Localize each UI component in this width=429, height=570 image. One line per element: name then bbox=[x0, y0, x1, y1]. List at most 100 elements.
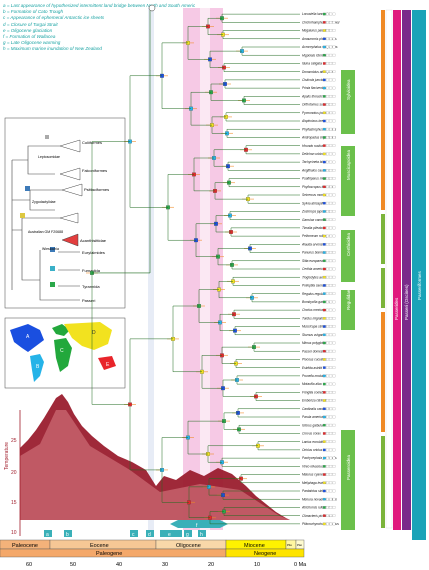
taxon-label: Fringilla coelebs bbox=[302, 390, 325, 394]
inset-node-label: Australian GM F20688 bbox=[28, 230, 63, 234]
taxon-label: Pellorneum ruficeps bbox=[302, 234, 331, 238]
geologic-time-scale: Paleocene Eocene Oligocene Miocene Plio … bbox=[0, 539, 307, 568]
event-marker: g bbox=[186, 532, 189, 538]
time-tick: 10 bbox=[254, 562, 260, 568]
taxon-label: Phyllastrephus terrestris bbox=[302, 127, 337, 131]
event-legend: a = Last appearance of hypothesized inte… bbox=[3, 3, 195, 83]
legend-item: c = Appearance of ephemeral Antarctic ic… bbox=[3, 15, 105, 21]
period-label: Paleogene bbox=[96, 551, 122, 557]
epoch-label: Paleocene bbox=[12, 543, 38, 549]
taxon-label: Pardalotus striatus bbox=[302, 489, 329, 493]
event-marker: b bbox=[66, 532, 69, 538]
group-label: Sylvioidea bbox=[346, 79, 351, 100]
taxon-label: Delichon urbicum bbox=[302, 152, 327, 156]
group-label: Certhioidea bbox=[346, 232, 351, 256]
inset-clade-label: Furnariida bbox=[82, 268, 101, 273]
legend-item: a = Last appearance of hypothesized inte… bbox=[3, 3, 195, 8]
taxon-label: Tachycineta bicolor bbox=[302, 160, 330, 164]
epoch-label: Eocene bbox=[90, 543, 109, 549]
event-marker: a bbox=[46, 532, 49, 538]
taxon-label: Psaltriparus minimus bbox=[302, 177, 332, 181]
taxon-label: Cardinalis cardinalis bbox=[302, 407, 331, 411]
map-label: C bbox=[60, 348, 64, 354]
taxon-label: Alophoixus bres bbox=[301, 119, 325, 123]
group-label: Muscicapoidea bbox=[346, 149, 351, 180]
taxon-label: Hirundo rustica bbox=[302, 144, 324, 148]
taxon-label: Parula americana bbox=[302, 415, 327, 419]
group-label: Regulidae bbox=[346, 289, 351, 310]
event-marker: d bbox=[148, 532, 151, 538]
taxon-label: Sitta europaea bbox=[302, 259, 323, 263]
taxon-label: Pachycephala pectoralis bbox=[302, 456, 337, 460]
temperature-axis-label: Temperature bbox=[4, 442, 10, 470]
inset-tree: Coliiformes Falconiformes Psittaciformes… bbox=[4, 117, 126, 309]
taxon-label: Estrilda astrild bbox=[302, 366, 322, 370]
taxon-label: Prunella modularis bbox=[302, 374, 329, 378]
epoch-label: Plei bbox=[297, 543, 302, 547]
map-label: B bbox=[36, 364, 40, 370]
taxon-label: Troglodytes aedon bbox=[302, 275, 328, 279]
taxon-label: Meliphaga lewinii bbox=[302, 481, 327, 485]
temperature-tick: 15 bbox=[11, 500, 17, 506]
taxon-label: Pycnonotus jocosus bbox=[302, 111, 331, 115]
inset-clade-label: Eurylaimides bbox=[82, 250, 105, 255]
inset-clade-label: Acanthisittidae bbox=[80, 238, 107, 243]
event-marker: c bbox=[132, 532, 135, 538]
taxon-label: Emberiza citrinella bbox=[302, 399, 328, 403]
taxon-label: Polioptila caerulea bbox=[302, 284, 328, 288]
taxon-label: Regulus regulus bbox=[302, 292, 325, 296]
main-phylogeny bbox=[86, 4, 300, 525]
time-tick: 40 bbox=[116, 562, 122, 568]
period-label: Neogene bbox=[254, 551, 276, 557]
time-tick: 0 Ma bbox=[294, 562, 307, 568]
taxon-label: Timalia pileata bbox=[302, 226, 323, 230]
taxon-label: Bombycilla garrulus bbox=[302, 300, 330, 304]
time-tick: 20 bbox=[208, 562, 214, 568]
band-label: Passeriformes bbox=[417, 270, 422, 300]
event-markers: a b c d e f g h bbox=[44, 520, 228, 538]
inset-clade-label: Falconiformes bbox=[82, 168, 107, 173]
taxon-label: Donacobius atricapilla bbox=[302, 70, 333, 74]
taxon-label: Ptilonorhynchus violaceus bbox=[302, 522, 339, 526]
inset-clade-label: Tyrannida bbox=[82, 284, 100, 289]
taxon-label: Lanius excubitor bbox=[302, 440, 326, 444]
taxon-label: Mimus polyglottos bbox=[302, 341, 328, 345]
taxon-label: Cisticola juncidis bbox=[302, 78, 326, 82]
map-label: D bbox=[92, 330, 96, 336]
group-label: Passeroidea bbox=[346, 454, 351, 480]
taxon-label: Certhia americana bbox=[302, 267, 328, 271]
taxon-label: Oriolus oriolus bbox=[302, 448, 323, 452]
taxon-label: Andropadus importunus bbox=[301, 136, 336, 140]
inset-clade-label: Passeri bbox=[82, 298, 95, 303]
taxon-label: Motacilla alba bbox=[302, 382, 322, 386]
taxon-label: Ploceus cucullatus bbox=[302, 358, 329, 362]
taxon-label: Cinclus mexicanus bbox=[302, 308, 329, 312]
taxon-label: Amaurornis phoenicurus bbox=[301, 37, 337, 41]
time-tick: 30 bbox=[162, 562, 168, 568]
taxon-label: Vireo olivaceus bbox=[302, 464, 324, 468]
taxon-labels: Locustella lanceolata Cinclorhamphus math… bbox=[301, 12, 340, 526]
inset-clade-label: Psittaciformes bbox=[84, 187, 109, 192]
taxon-label: Hippolais icterina bbox=[302, 53, 326, 57]
event-marker: e bbox=[168, 532, 171, 538]
event-marker: f bbox=[196, 523, 198, 529]
taxon-label: Zosterops japonicus bbox=[301, 210, 331, 214]
inset-node-label: Zygodactylidae bbox=[32, 200, 56, 204]
taxon-label: Aegithalos caudatus bbox=[301, 168, 331, 172]
epoch-label: Plio bbox=[287, 543, 292, 547]
epoch-label: Miocene bbox=[244, 543, 265, 549]
taxon-label: Orthotomus sutorius bbox=[302, 103, 331, 107]
event-marker: h bbox=[200, 532, 203, 538]
temperature-tick: 20 bbox=[11, 470, 17, 476]
taxon-label: Climacteris picumnus bbox=[302, 514, 333, 518]
epoch-label: Oligocene bbox=[176, 543, 201, 549]
taxon-label: Atrichornis rufescens bbox=[301, 506, 332, 510]
taxon-label: Turdus migratorius bbox=[302, 316, 329, 320]
taxon-label: Cinclorhamphus mathewsi bbox=[302, 20, 340, 24]
temperature-tick: 10 bbox=[11, 530, 17, 536]
taxon-label: Malurus cyaneus bbox=[302, 473, 327, 477]
taxon-label: Muscicapa striata bbox=[302, 325, 327, 329]
warming-band bbox=[200, 8, 210, 530]
band-label: Passeri (Oscines) bbox=[404, 284, 409, 320]
